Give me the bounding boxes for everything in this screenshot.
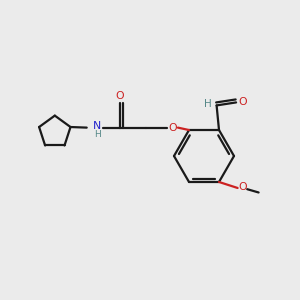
Text: N: N	[93, 121, 102, 131]
Text: O: O	[238, 98, 247, 107]
Text: O: O	[239, 182, 247, 192]
Text: H: H	[94, 130, 101, 139]
Text: O: O	[116, 92, 124, 101]
Text: H: H	[204, 99, 212, 109]
Text: O: O	[168, 123, 177, 133]
